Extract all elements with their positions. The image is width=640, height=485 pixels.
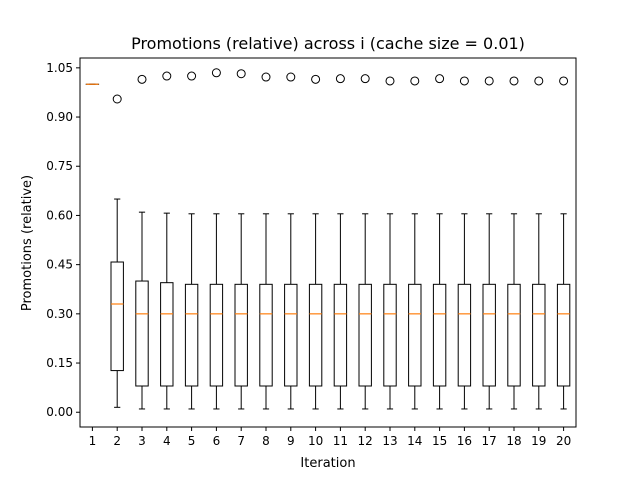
flier-point (510, 77, 518, 85)
box-iqr (285, 284, 297, 386)
x-tick-label: 6 (213, 434, 221, 448)
x-tick-label: 12 (358, 434, 373, 448)
chart-title: Promotions (relative) across i (cache si… (131, 34, 525, 53)
flier-point (386, 77, 394, 85)
x-tick-label: 17 (482, 434, 497, 448)
box-iqr (235, 284, 247, 386)
x-tick-label: 14 (407, 434, 422, 448)
x-tick-label: 11 (333, 434, 348, 448)
flier-point (262, 73, 270, 81)
x-tick-label: 10 (308, 434, 323, 448)
box-iqr (136, 281, 148, 386)
flier-point (138, 75, 146, 83)
y-tick-label: 0.75 (46, 159, 73, 173)
y-tick-label: 0.60 (46, 208, 73, 222)
flier-point (460, 77, 468, 85)
box-iqr (483, 284, 495, 386)
x-tick-label: 18 (506, 434, 521, 448)
y-tick-label: 0.90 (46, 110, 73, 124)
x-tick-label: 2 (113, 434, 121, 448)
y-tick-label: 0.00 (46, 405, 73, 419)
x-tick-label: 9 (287, 434, 295, 448)
y-tick-label: 0.15 (46, 356, 73, 370)
x-tick-label: 7 (237, 434, 245, 448)
flier-point (560, 77, 568, 85)
box-iqr (111, 262, 123, 371)
flier-point (361, 75, 369, 83)
x-tick-label: 19 (531, 434, 546, 448)
flier-point (535, 77, 543, 85)
box-iqr (334, 284, 346, 386)
x-tick-label: 15 (432, 434, 447, 448)
box-iqr (384, 284, 396, 386)
flier-point (436, 75, 444, 83)
flier-point (411, 77, 419, 85)
flier-point (336, 75, 344, 83)
box-iqr (433, 284, 445, 386)
box-iqr (185, 284, 197, 386)
axes-frame (80, 58, 576, 427)
box-iqr (458, 284, 470, 386)
flier-point (113, 95, 121, 103)
x-tick-label: 1 (89, 434, 97, 448)
box-iqr (260, 284, 272, 386)
box-iqr (533, 284, 545, 386)
x-tick-label: 13 (382, 434, 397, 448)
y-axis-label: Promotions (relative) (20, 175, 35, 311)
box-iqr (210, 284, 222, 386)
x-axis-label: Iteration (300, 456, 355, 471)
flier-point (287, 73, 295, 81)
y-tick-label: 0.45 (46, 258, 73, 272)
flier-point (188, 72, 196, 80)
flier-point (237, 70, 245, 78)
x-tick-label: 5 (188, 434, 196, 448)
x-tick-label: 8 (262, 434, 270, 448)
flier-point (212, 69, 220, 77)
box-iqr (557, 284, 569, 386)
box-iqr (508, 284, 520, 386)
x-tick-label: 4 (163, 434, 171, 448)
y-tick-label: 1.05 (46, 61, 73, 75)
x-tick-label: 3 (138, 434, 146, 448)
y-tick-label: 0.30 (46, 307, 73, 321)
box-iqr (309, 284, 321, 386)
box-iqr (359, 284, 371, 386)
flier-point (163, 72, 171, 80)
flier-point (485, 77, 493, 85)
box-iqr (161, 283, 173, 386)
flier-point (312, 75, 320, 83)
x-tick-label: 16 (457, 434, 472, 448)
x-tick-label: 20 (556, 434, 571, 448)
box-iqr (409, 284, 421, 386)
